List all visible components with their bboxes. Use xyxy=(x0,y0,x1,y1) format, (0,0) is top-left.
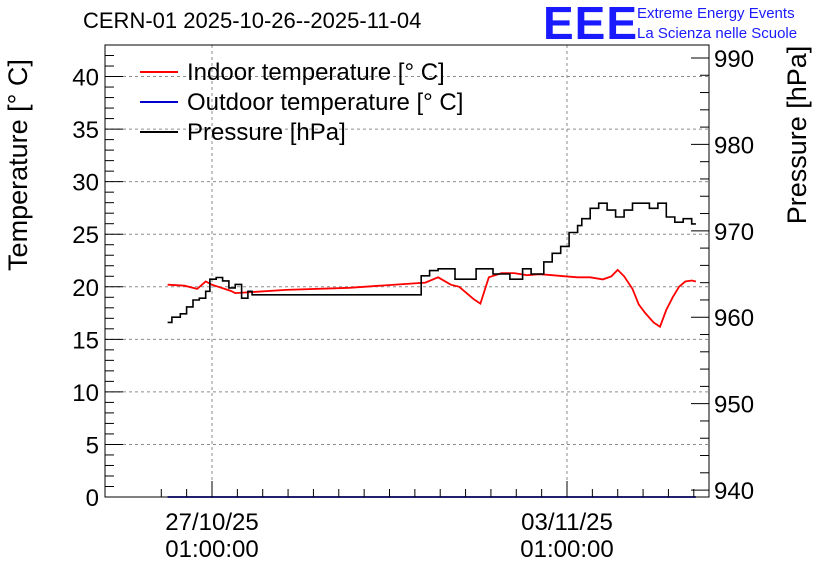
y-tick-label: 5 xyxy=(86,432,99,459)
y-tick-label: 25 xyxy=(72,222,99,249)
y-tick-label: 40 xyxy=(72,65,99,92)
logo-line-1: Extreme Energy Events xyxy=(637,5,795,22)
y-tick-label: 30 xyxy=(72,170,99,197)
x-tick-label-date: 27/10/25 xyxy=(165,509,258,536)
y2-axis-label: Pressure [hPa] xyxy=(782,46,812,225)
legend: Indoor temperature [° C] Outdoor temperat… xyxy=(140,59,463,146)
series-line-2 xyxy=(167,202,696,324)
y2-tick-label: 940 xyxy=(714,478,754,505)
y-tick-label: 35 xyxy=(72,117,99,144)
axes: 0 5 10 15 20 25 30 35 40 940 950 960 970 980 990 27/10/… xyxy=(72,44,754,563)
y-tick-label: 15 xyxy=(72,327,99,354)
legend-label-0: Indoor temperature [° C] xyxy=(187,59,445,86)
logo-line-2: La Scienza nelle Scuole xyxy=(637,25,798,42)
y-tick-label: 0 xyxy=(86,485,99,512)
x-tick-label-time: 01:00:00 xyxy=(520,536,613,563)
legend-label-2: Pressure [hPa] xyxy=(187,119,346,146)
x-tick-label-time: 01:00:00 xyxy=(165,536,258,563)
y2-tick-label: 990 xyxy=(714,46,754,73)
legend-label-1: Outdoor temperature [° C] xyxy=(187,89,463,116)
y-axis-label: Temperature [° C] xyxy=(3,59,33,271)
grid-lines xyxy=(105,45,709,497)
eee-logo-mark: EEE xyxy=(543,0,639,49)
y-tick-label: 10 xyxy=(72,380,99,407)
chart-title: CERN-01 2025-10-26--2025-11-04 xyxy=(83,8,422,33)
y-tick-label: 20 xyxy=(72,275,99,302)
y2-tick-label: 960 xyxy=(714,305,754,332)
y2-tick-label: 970 xyxy=(714,219,754,246)
series-line-0 xyxy=(167,268,697,329)
y2-tick-label: 950 xyxy=(714,392,754,419)
x-tick-label-date: 03/11/25 xyxy=(521,509,613,536)
series-layer xyxy=(167,202,697,498)
y2-tick-label: 980 xyxy=(714,132,754,159)
